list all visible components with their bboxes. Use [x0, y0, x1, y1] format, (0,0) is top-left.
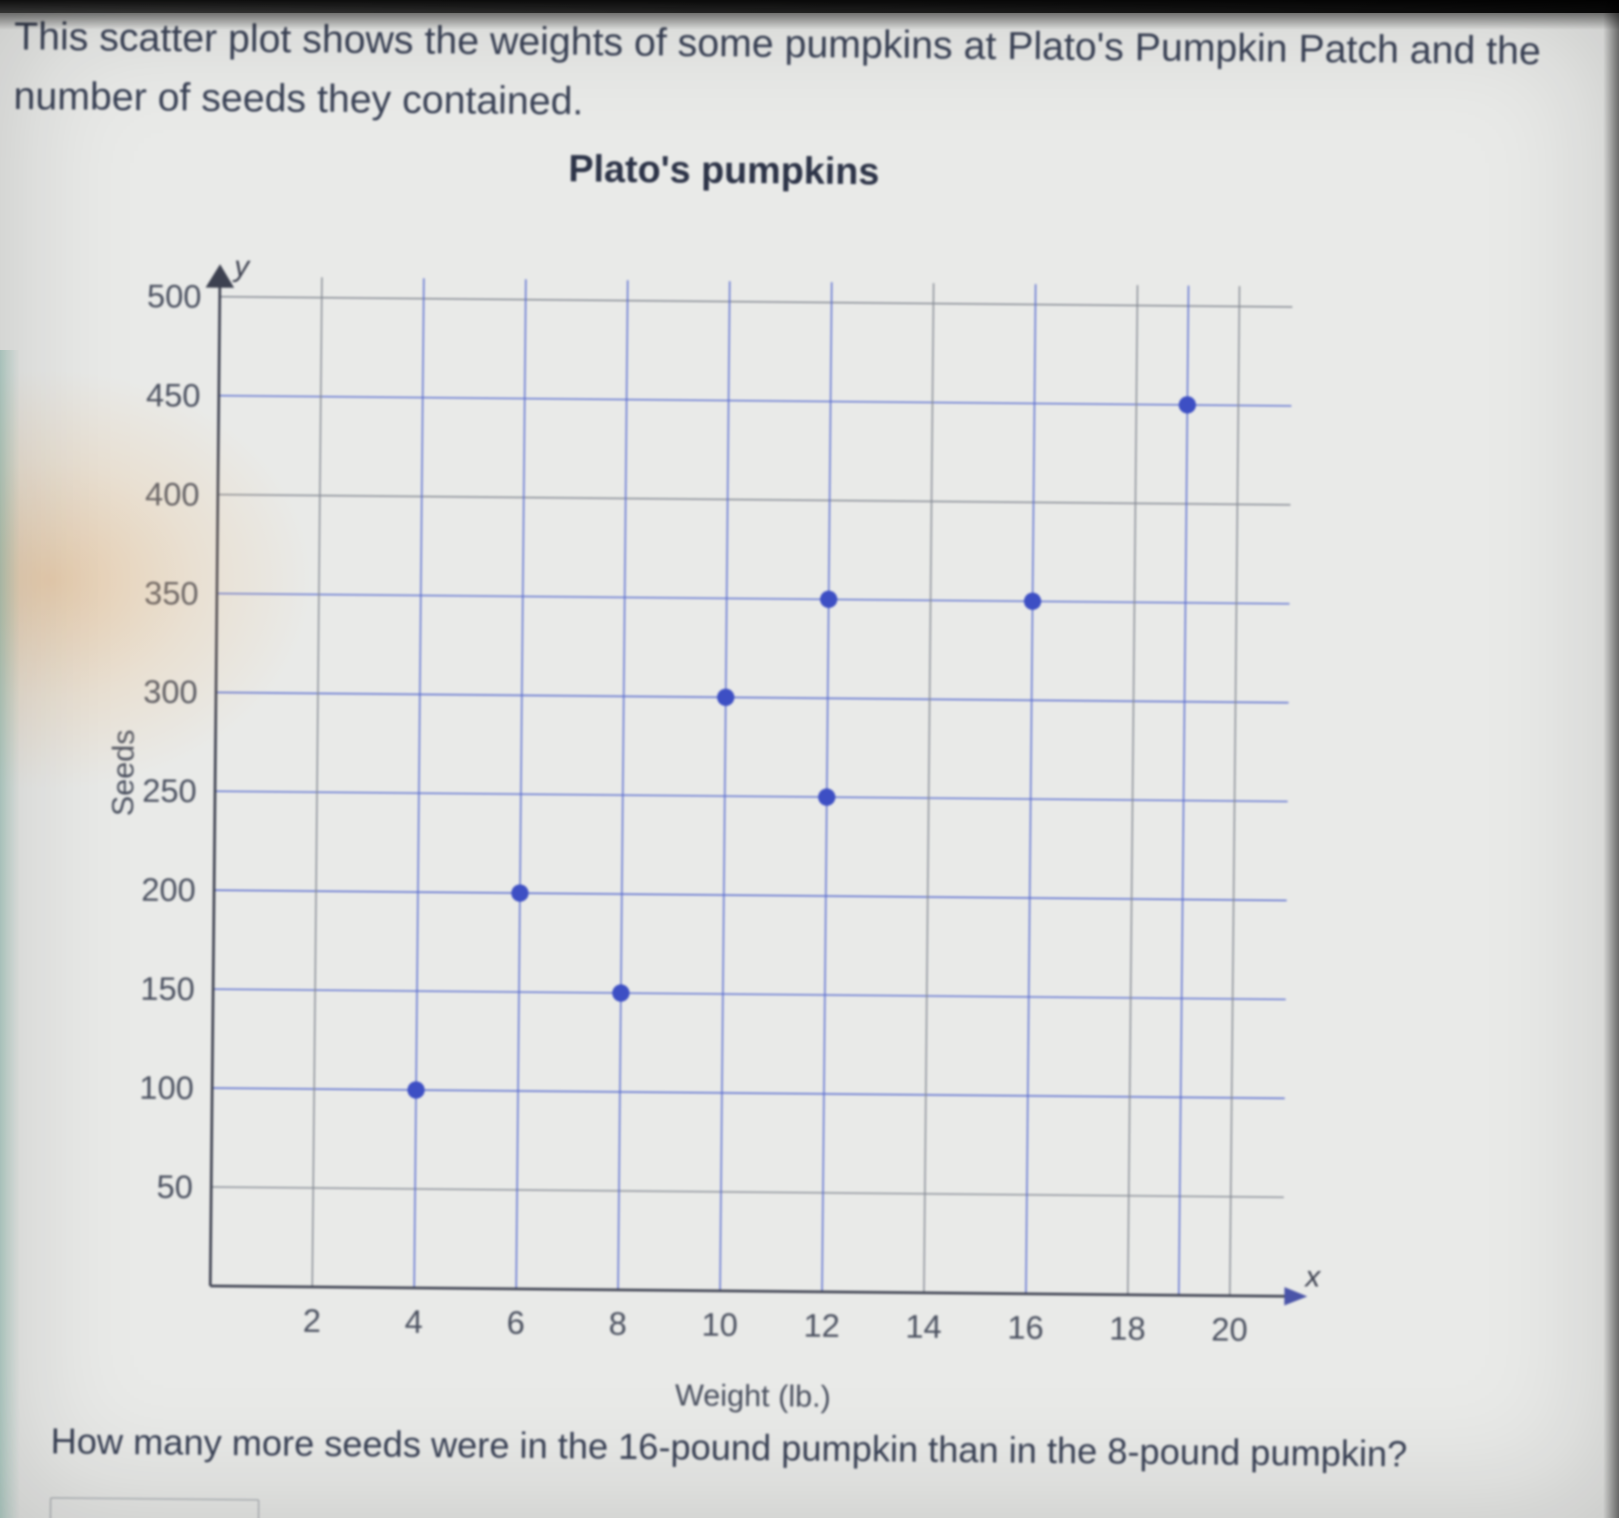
svg-text:x: x: [1303, 1260, 1321, 1293]
svg-text:20: 20: [1211, 1310, 1248, 1347]
svg-text:18: 18: [1109, 1309, 1146, 1346]
svg-text:2: 2: [303, 1302, 322, 1339]
svg-text:250: 250: [142, 772, 197, 810]
svg-text:500: 500: [147, 277, 202, 315]
svg-text:6: 6: [507, 1304, 526, 1341]
svg-text:16: 16: [1007, 1308, 1044, 1345]
svg-text:200: 200: [141, 871, 196, 909]
svg-text:50: 50: [156, 1168, 193, 1205]
svg-text:12: 12: [803, 1306, 840, 1343]
svg-text:4: 4: [405, 1303, 424, 1340]
svg-text:100: 100: [139, 1069, 194, 1107]
svg-text:150: 150: [140, 970, 195, 1008]
svg-text:y: y: [232, 250, 251, 283]
svg-text:350: 350: [144, 574, 199, 612]
svg-text:300: 300: [143, 673, 198, 711]
svg-text:400: 400: [145, 475, 200, 513]
svg-text:14: 14: [905, 1307, 942, 1344]
svg-text:450: 450: [146, 376, 201, 414]
svg-text:8: 8: [608, 1305, 627, 1342]
svg-text:10: 10: [701, 1306, 738, 1343]
